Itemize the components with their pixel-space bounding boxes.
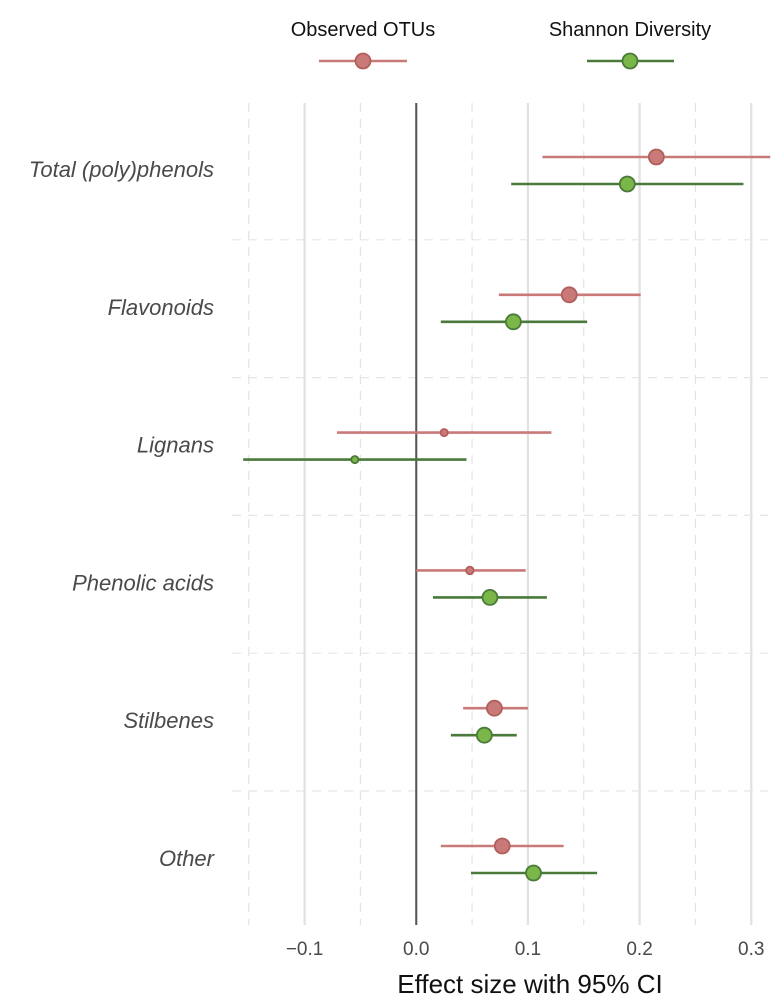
x-tick-label: 0.3 bbox=[738, 939, 764, 960]
observed-otus-point bbox=[560, 286, 578, 304]
series-layer bbox=[243, 148, 771, 882]
grid-layer bbox=[232, 103, 768, 925]
category-label: Flavonoids bbox=[108, 295, 214, 320]
x-tick-labels: −0.1 0.0 0.1 0.2 0.3 bbox=[286, 939, 765, 960]
shannon-point bbox=[350, 455, 360, 465]
legend: Observed OTUs Shannon Diversity bbox=[291, 19, 711, 70]
shannon-point bbox=[505, 313, 522, 331]
x-tick-label: 0.1 bbox=[515, 939, 541, 960]
x-tick-label: −0.1 bbox=[286, 939, 324, 960]
legend-label-observed-otus: Observed OTUs bbox=[291, 19, 435, 41]
shannon-point bbox=[481, 589, 499, 606]
legend-label-shannon: Shannon Diversity bbox=[549, 19, 711, 41]
category-label: Other bbox=[159, 846, 216, 871]
category-label: Phenolic acids bbox=[72, 570, 214, 595]
category-label: Total (poly)phenols bbox=[29, 157, 214, 182]
observed-otus-point bbox=[465, 565, 475, 576]
legend-key-point-observed-otus bbox=[354, 52, 372, 70]
category-label: Lignans bbox=[137, 433, 214, 458]
shannon-point bbox=[618, 175, 636, 193]
observed-otus-point bbox=[486, 699, 503, 717]
shannon-point bbox=[475, 726, 493, 744]
x-tick-label: 0.2 bbox=[626, 939, 652, 960]
category-labels: Total (poly)phenols Flavonoids Lignans Phen… bbox=[29, 157, 216, 871]
observed-otus-point bbox=[493, 837, 511, 855]
x-axis-title: Effect size with 95% CI bbox=[397, 969, 662, 999]
observed-otus-point bbox=[647, 148, 665, 166]
shannon-point bbox=[525, 864, 542, 882]
observed-otus-point bbox=[439, 428, 449, 438]
x-tick-label: 0.0 bbox=[403, 939, 429, 960]
category-label: Stilbenes bbox=[123, 708, 214, 733]
legend-key-point-shannon bbox=[621, 52, 639, 70]
